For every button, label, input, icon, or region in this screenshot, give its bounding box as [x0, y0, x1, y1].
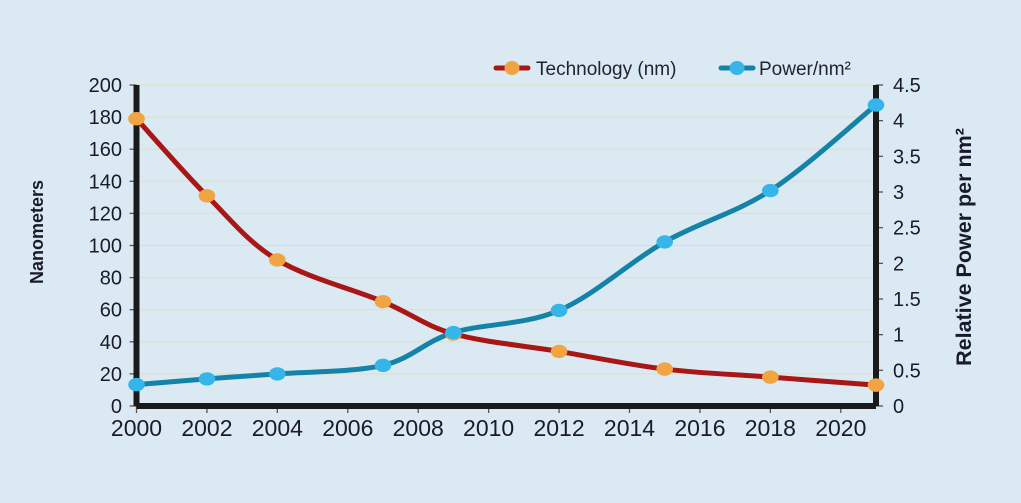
svg-text:100: 100 — [89, 236, 122, 258]
svg-text:4.5: 4.5 — [893, 75, 921, 97]
svg-text:3.5: 3.5 — [893, 146, 921, 168]
svg-text:2006: 2006 — [322, 415, 373, 441]
svg-text:2: 2 — [893, 253, 904, 275]
svg-text:40: 40 — [100, 332, 122, 354]
svg-text:1.5: 1.5 — [893, 289, 921, 311]
svg-text:Technology (nm): Technology (nm) — [536, 59, 676, 80]
svg-text:Relative Power per nm²: Relative Power per nm² — [952, 128, 976, 366]
svg-text:2002: 2002 — [181, 415, 232, 441]
svg-text:140: 140 — [89, 171, 122, 193]
svg-text:2014: 2014 — [604, 415, 655, 441]
svg-text:20: 20 — [100, 364, 122, 386]
svg-text:2008: 2008 — [393, 415, 444, 441]
svg-text:1: 1 — [893, 325, 904, 347]
svg-text:0: 0 — [893, 396, 904, 418]
svg-text:4: 4 — [893, 111, 904, 133]
svg-text:2000: 2000 — [111, 415, 162, 441]
svg-text:60: 60 — [100, 300, 122, 322]
svg-text:3: 3 — [893, 182, 904, 204]
svg-text:120: 120 — [89, 203, 122, 225]
svg-text:80: 80 — [100, 268, 122, 290]
svg-text:Power/nm²: Power/nm² — [759, 59, 851, 80]
svg-text:160: 160 — [89, 139, 122, 161]
svg-text:2018: 2018 — [745, 415, 796, 441]
svg-text:Nanometers: Nanometers — [27, 180, 47, 284]
svg-text:2.5: 2.5 — [893, 218, 921, 240]
svg-text:2016: 2016 — [674, 415, 725, 441]
svg-text:180: 180 — [89, 107, 122, 129]
svg-text:2010: 2010 — [463, 415, 514, 441]
svg-text:2012: 2012 — [533, 415, 584, 441]
svg-text:2020: 2020 — [815, 415, 866, 441]
svg-text:2004: 2004 — [252, 415, 303, 441]
svg-text:0.5: 0.5 — [893, 360, 921, 382]
svg-text:200: 200 — [89, 75, 122, 97]
